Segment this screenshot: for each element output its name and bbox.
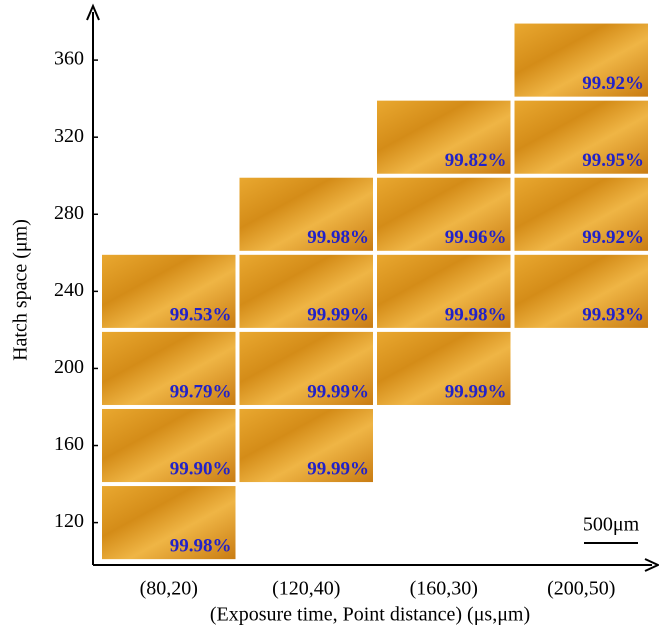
density-label: 99.99%: [307, 381, 369, 402]
y-tick-label: 320: [54, 125, 84, 147]
micrograph-tile: [102, 408, 236, 483]
micrograph-tile: [377, 177, 511, 251]
micrograph-tile: [514, 254, 648, 328]
density-label: 99.82%: [445, 150, 507, 171]
micrograph-tile: [102, 254, 236, 328]
micrograph-tile: [102, 486, 236, 560]
micrograph-tile: [239, 254, 373, 328]
y-tick-label: 280: [54, 202, 84, 224]
density-label: 99.98%: [307, 227, 369, 248]
y-tick-label: 360: [54, 48, 84, 70]
y-tick-label: 160: [54, 433, 84, 455]
y-tick-label: 240: [54, 279, 84, 301]
micrograph-tile: [514, 177, 648, 251]
micrograph-tile: [514, 23, 648, 97]
density-label: 99.53%: [170, 304, 232, 325]
micrograph-tile: [377, 254, 511, 328]
y-tick-label: 200: [54, 356, 84, 378]
micrograph-tile: [377, 100, 511, 174]
density-label: 99.99%: [307, 304, 369, 325]
density-label: 99.99%: [445, 381, 507, 402]
density-label: 99.93%: [582, 304, 644, 325]
micrograph-tile: [102, 331, 236, 405]
micrograph-tile: [239, 331, 373, 405]
x-tick-label: (80,20): [140, 578, 198, 600]
micrograph-tile: [239, 408, 373, 483]
y-axis-label: Hatch space (μm): [10, 219, 32, 361]
density-label: 99.99%: [307, 458, 369, 479]
density-label: 99.79%: [170, 381, 232, 402]
density-label: 99.98%: [445, 304, 507, 325]
density-label: 99.92%: [582, 227, 644, 248]
micrograph-tile: [377, 331, 511, 405]
y-arrow: [86, 3, 100, 21]
scale-bar-label: 500μm: [583, 514, 640, 536]
micrograph-tile: [239, 177, 373, 251]
x-arrow: [644, 558, 659, 572]
micrograph-tile: [514, 100, 648, 174]
density-label: 99.96%: [445, 227, 507, 248]
density-label: 99.92%: [582, 73, 644, 94]
x-axis-label: (Exposure time, Point distance) (μs,μm): [210, 604, 530, 626]
x-tick-label: (120,40): [272, 578, 340, 600]
x-tick-label: (160,30): [410, 578, 478, 600]
density-label: 99.98%: [170, 536, 232, 557]
density-label: 99.95%: [582, 150, 644, 171]
density-label: 99.90%: [170, 458, 232, 479]
x-tick-label: (200,50): [547, 578, 615, 600]
y-tick-label: 120: [54, 510, 84, 532]
